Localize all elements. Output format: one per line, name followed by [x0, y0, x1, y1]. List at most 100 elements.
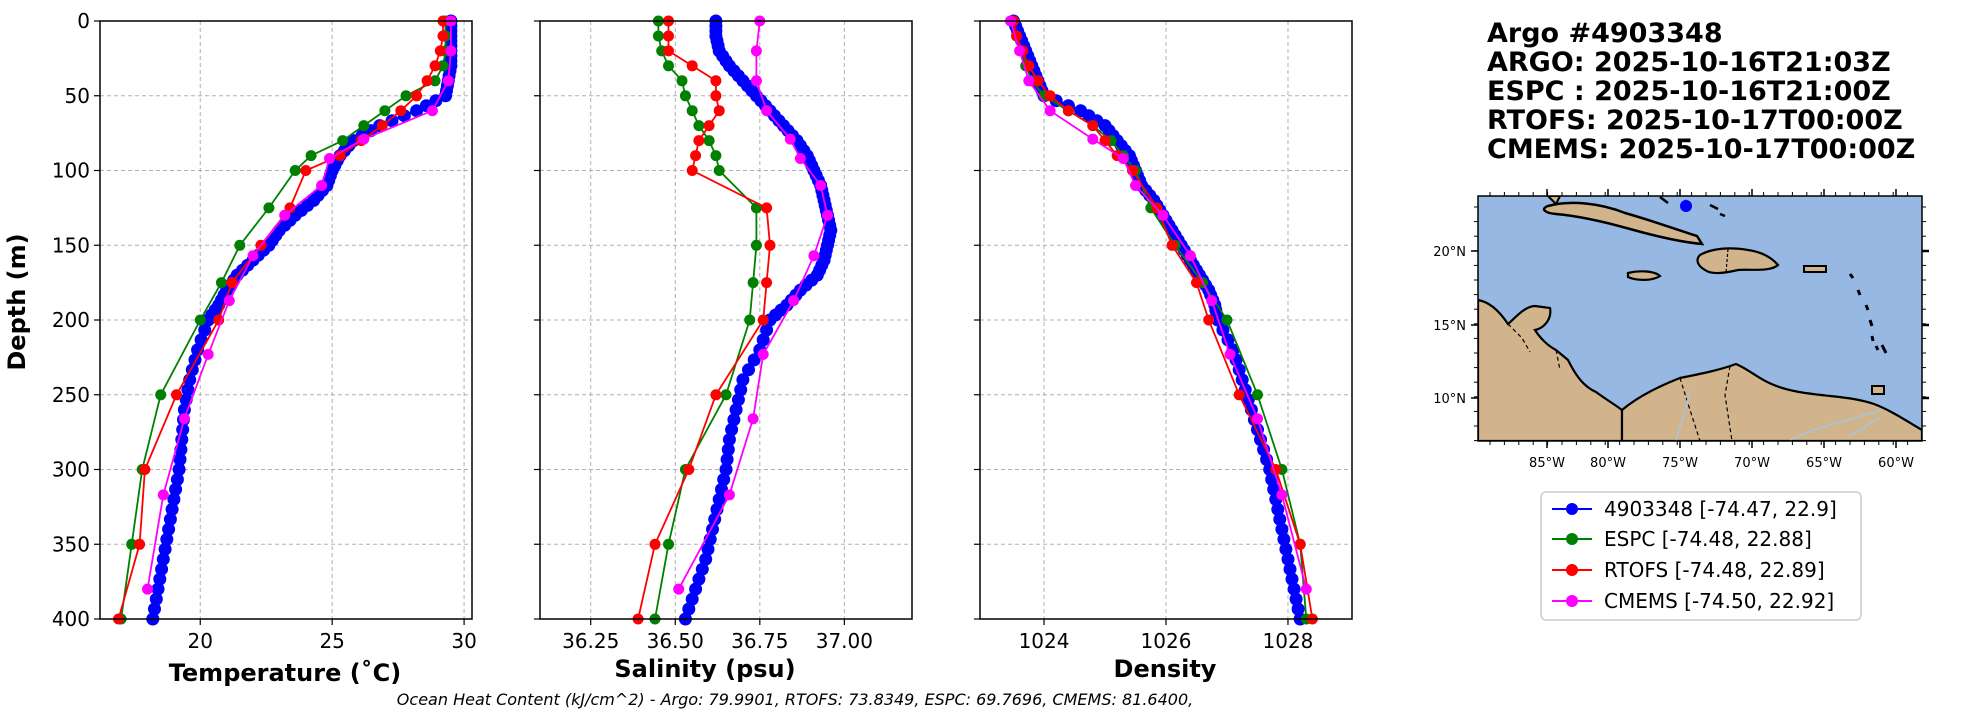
data-point — [747, 413, 759, 425]
data-point — [686, 165, 698, 176]
map-ytick-15n: 15°N — [1433, 319, 1466, 334]
data-point — [148, 602, 161, 616]
data-point — [201, 313, 215, 327]
data-point — [1279, 542, 1293, 556]
data-point — [815, 180, 827, 191]
legend-label-espc: ESPC [-74.48, 22.88] — [1604, 527, 1812, 551]
data-point — [1273, 512, 1287, 526]
data-point — [683, 464, 695, 475]
data-point — [1252, 389, 1263, 401]
data-point — [445, 45, 457, 57]
data-point — [663, 30, 674, 42]
legend-marker-cmems — [1566, 595, 1578, 607]
data-point — [761, 202, 773, 214]
data-point — [194, 333, 208, 347]
data-point — [437, 30, 449, 42]
legend-label-cmems: CMEMS [-74.50, 22.92] — [1604, 589, 1834, 613]
data-point — [178, 413, 190, 425]
x-tick-label: 1028 — [1263, 629, 1314, 653]
figure-title: Argo #4903348 ARGO: 2025-10-16T21:03Z ES… — [1487, 18, 1915, 165]
series-rtofs — [632, 15, 776, 625]
data-point — [722, 433, 736, 447]
data-point — [784, 133, 796, 145]
data-point — [247, 250, 259, 262]
map-xtick-75w: 75°W — [1662, 456, 1698, 471]
map-ytick-10n: 10°N — [1433, 392, 1466, 407]
x-tick-label: 1026 — [1141, 629, 1192, 653]
data-point — [690, 150, 702, 162]
data-point — [729, 403, 743, 417]
data-point — [703, 135, 715, 147]
y-tick-label: 300 — [52, 458, 90, 482]
legend-label-rtofs: RTOFS [-74.48, 22.89] — [1604, 558, 1825, 582]
data-point — [437, 60, 449, 72]
data-point — [761, 105, 773, 117]
data-point — [764, 239, 776, 251]
y-tick-label: 150 — [52, 233, 90, 257]
data-point — [727, 413, 741, 427]
data-point — [194, 314, 206, 326]
data-point — [411, 90, 423, 102]
data-point — [794, 153, 806, 164]
series-cmems — [142, 15, 457, 595]
data-point — [1023, 60, 1035, 72]
data-point — [181, 383, 195, 397]
data-point — [663, 60, 674, 72]
axes-frame — [99, 20, 473, 620]
data-point — [721, 443, 735, 457]
data-point — [1130, 180, 1141, 191]
data-point — [385, 114, 399, 128]
data-point — [1166, 239, 1178, 251]
data-point — [165, 502, 179, 516]
x-tick-label: 1024 — [1019, 629, 1070, 653]
data-point — [692, 572, 706, 586]
title-line-1: Argo #4903348 — [1487, 18, 1723, 49]
data-point — [747, 353, 761, 367]
data-point — [1099, 135, 1111, 147]
data-point — [676, 75, 688, 87]
data-point — [226, 277, 238, 289]
data-point — [693, 120, 705, 132]
data-point — [1191, 277, 1202, 289]
data-point — [160, 532, 174, 546]
data-point — [1184, 250, 1196, 262]
data-point — [442, 75, 454, 87]
panel-temperature: 0 50 100 150 200 250 300 350 400 20 25 30 — [52, 9, 477, 653]
data-point — [215, 277, 227, 289]
data-point — [1206, 295, 1218, 307]
data-point — [652, 30, 664, 42]
data-point — [701, 542, 715, 556]
data-point — [695, 562, 709, 576]
depth-axis-label: Depth (m) — [3, 233, 31, 370]
data-point — [1285, 572, 1299, 586]
data-point — [1044, 105, 1056, 117]
map-xtick-65w: 65°W — [1806, 456, 1842, 471]
data-point — [324, 153, 335, 164]
data-point — [169, 482, 183, 496]
data-point — [1221, 314, 1233, 326]
data-point — [1203, 314, 1215, 326]
map-land — [1478, 196, 1922, 441]
data-point — [788, 295, 800, 307]
data-point — [731, 393, 745, 407]
data-point — [263, 202, 275, 214]
data-point — [395, 105, 407, 117]
series-line — [1009, 20, 1308, 590]
data-point — [134, 538, 146, 550]
data-point — [429, 60, 441, 72]
data-point — [1277, 532, 1291, 546]
data-point — [750, 45, 762, 57]
temperature-axis-label: Temperature (˚C) — [169, 659, 402, 687]
data-point — [757, 314, 769, 326]
data-point — [421, 75, 433, 87]
data-point — [679, 90, 691, 102]
x-tick-label: 37.00 — [816, 629, 873, 653]
data-point — [163, 512, 177, 526]
map-xtick-80w: 80°W — [1590, 456, 1626, 471]
density-axis-label: Density — [1114, 655, 1217, 683]
y-tick-label: 200 — [52, 308, 90, 332]
data-point — [155, 389, 167, 401]
legend-entry-cmems: CMEMS [-74.50, 22.92] — [1552, 589, 1834, 613]
data-point — [1287, 582, 1301, 596]
data-point — [1062, 105, 1074, 117]
